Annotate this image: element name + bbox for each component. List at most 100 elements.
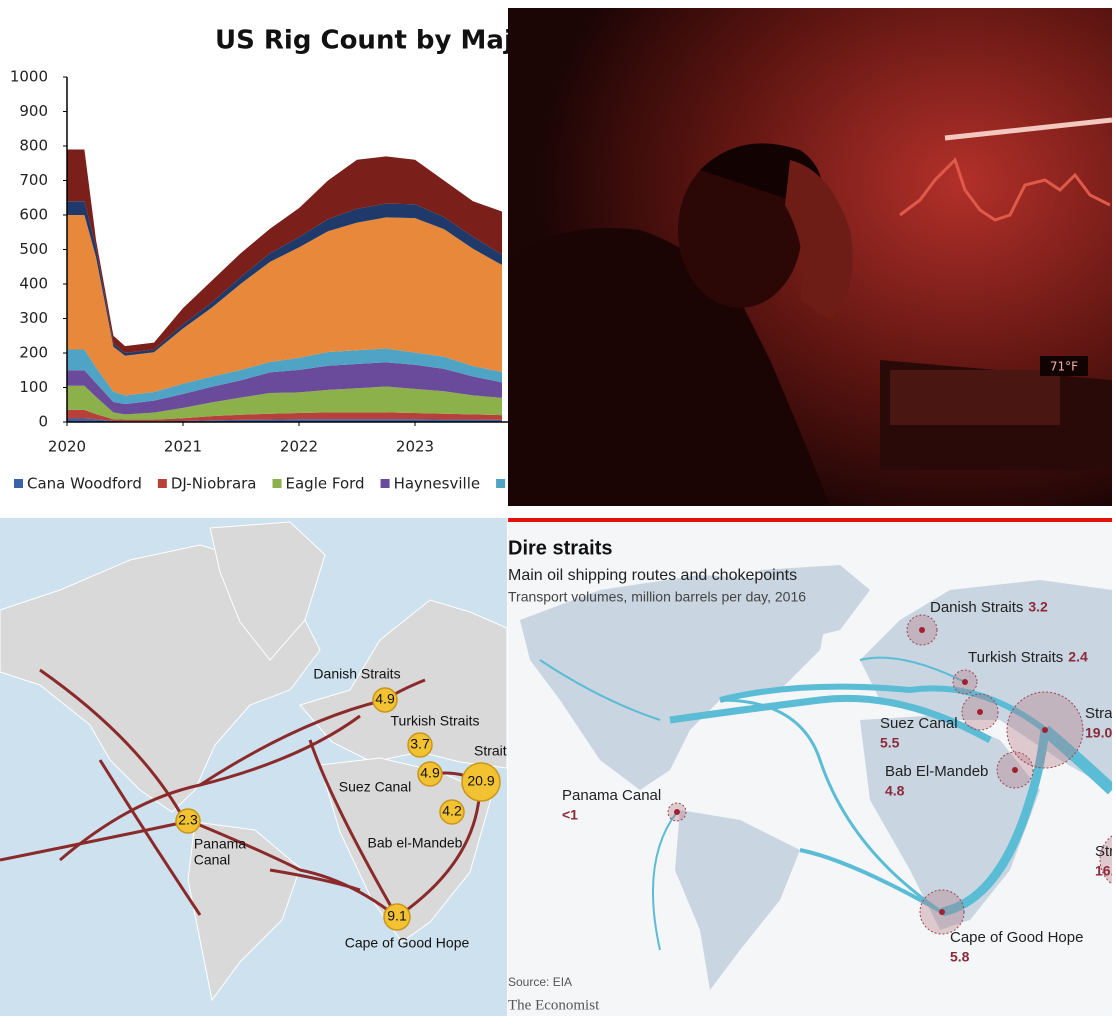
chokepoint-value: 3.7 — [410, 736, 430, 752]
north-america — [520, 575, 830, 790]
area — [67, 362, 502, 415]
y-tick-label: 600 — [19, 206, 48, 224]
greenland — [209, 521, 326, 661]
route — [719, 683, 1047, 733]
chokepoint-name: Suez Canal — [339, 779, 411, 795]
route — [799, 848, 943, 914]
chokepoint-name: Panama Canal — [562, 787, 661, 804]
legend-swatch — [380, 479, 390, 488]
photo: 71°F — [508, 8, 1113, 506]
legend-label: DJ-Niobrara — [171, 475, 257, 493]
chokepoint-dot — [962, 679, 968, 685]
chokepoint-value: 4.9 — [420, 765, 440, 781]
map-title: Dire straits — [508, 537, 613, 559]
y-tick-label: 900 — [19, 102, 48, 120]
area — [67, 385, 502, 420]
map-source: Source: EIA — [508, 975, 572, 989]
greenland — [760, 565, 870, 640]
chokepoint-name: Str — [1095, 843, 1114, 860]
keyboard — [890, 370, 1060, 425]
right-map: Dire straits Main oil shipping routes an… — [508, 518, 1114, 1016]
chokepoint-name: Turkish Straits — [968, 649, 1063, 666]
route — [859, 656, 966, 683]
chokepoint-name: Danish Straits — [313, 666, 400, 682]
chokepoint-value: 2.4 — [1068, 649, 1088, 665]
chokepoint-value: 4.2 — [442, 803, 462, 819]
legend-label: Eagle Ford — [286, 475, 365, 493]
chokepoint-ring — [1099, 835, 1112, 885]
chokepoint-value: 3.2 — [1028, 599, 1048, 615]
x-tick-label: 2020 — [48, 438, 86, 456]
chokepoint-value: 20.9 — [467, 773, 494, 789]
chokepoint-name: Stra — [1085, 705, 1113, 722]
chokepoint-dot — [674, 809, 680, 815]
chokepoint-value: 4.9 — [375, 691, 395, 707]
area — [67, 348, 502, 405]
chokepoint-name: Strait — [474, 743, 507, 759]
chokepoint-value: <1 — [562, 807, 578, 823]
legend-swatch — [496, 479, 506, 488]
person-body — [508, 228, 830, 506]
y-tick-label: 800 — [19, 137, 48, 155]
chokepoint-dot — [1042, 727, 1048, 733]
chokepoint — [407, 732, 433, 758]
chokepoint-value: 5.5 — [880, 735, 900, 751]
chokepoint-name: Bab el-Mandeb — [368, 835, 463, 851]
chokepoint — [461, 762, 501, 802]
legend-label: Haynesville — [394, 475, 481, 493]
person-hand — [785, 160, 853, 320]
legend-label: Cana Woodford — [27, 475, 142, 493]
map-note: Transport volumes, million barrels per d… — [508, 589, 806, 605]
route — [940, 729, 1050, 917]
chokepoint — [383, 903, 411, 931]
light-bar — [944, 117, 1113, 141]
chokepoint-name: Bab El-Mandeb — [885, 763, 988, 780]
route — [652, 811, 678, 951]
chokepoint — [372, 687, 398, 713]
chokepoint-value: 16. — [1095, 863, 1114, 879]
chokepoint-dot — [939, 909, 945, 915]
chokepoint-dot — [977, 709, 983, 715]
left-map: 4.9 Danish Straits 3.7 Turkish Straits 4.9 Su… — [0, 518, 507, 1016]
y-tick-label: 100 — [19, 378, 48, 396]
map-subtitle: Main oil shipping routes and chokepoints — [508, 567, 797, 584]
area — [67, 149, 502, 353]
x-tick-label: 2022 — [280, 438, 318, 456]
red-rule — [508, 518, 1112, 522]
brand: The Economist — [508, 997, 600, 1013]
route — [98, 759, 202, 916]
route — [269, 868, 361, 892]
x-tick-label: 2023 — [396, 438, 434, 456]
clock-text: 71°F — [1050, 360, 1078, 374]
area — [67, 215, 502, 396]
route — [199, 698, 386, 787]
route — [669, 694, 992, 744]
chart-title: US Rig Count by Major — [215, 26, 544, 56]
chokepoint-value: 19.0 — [1085, 725, 1112, 741]
chokepoint-value: 9.1 — [387, 908, 407, 924]
chokepoint — [439, 799, 465, 825]
rig-chart: US Rig Count by Major 0 100 200 300 400 500 60… — [0, 0, 544, 506]
route — [308, 739, 399, 918]
chokepoint-value: 2.3 — [178, 812, 198, 828]
y-tick-label: 700 — [19, 171, 48, 189]
eurasia — [299, 599, 507, 769]
chokepoint-name: Cape of Good Hope — [345, 935, 470, 951]
route — [39, 668, 187, 822]
legend-swatch — [157, 479, 167, 488]
clock — [1040, 356, 1088, 376]
y-tick-label: 500 — [19, 240, 48, 258]
route — [1041, 725, 1112, 795]
area — [67, 409, 502, 422]
chokepoint-dot — [1012, 767, 1018, 773]
legend-swatch — [14, 479, 23, 488]
south-america — [187, 821, 301, 1002]
chokepoint — [175, 808, 201, 834]
chokepoint-name: Panama — [194, 836, 246, 852]
chokepoint-value: 4.8 — [885, 783, 905, 799]
chokepoint-dot — [919, 627, 925, 633]
chokepoint-name: Danish Straits — [930, 599, 1023, 616]
chokepoint — [417, 761, 443, 787]
chokepoint-value: 5.8 — [950, 949, 970, 965]
chokepoint-name: Suez Canal — [880, 715, 958, 732]
